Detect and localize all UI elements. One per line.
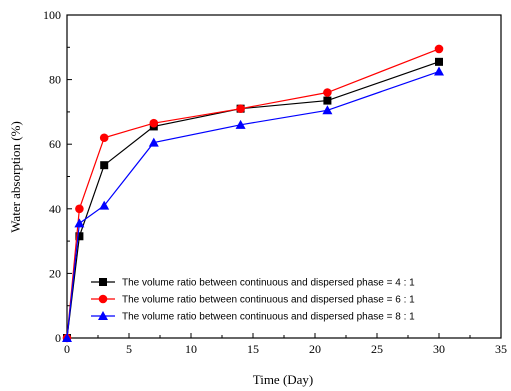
legend-label: The volume ratio between continuous and … [122,278,415,289]
x-tick-label: 35 [495,342,507,356]
data-point [149,118,159,128]
data-point [75,204,84,214]
legend-label: The volume ratio between continuous and … [122,312,415,323]
y-tick-label: 60 [49,137,61,151]
data-point [434,66,444,76]
x-tick-label: 25 [371,342,383,356]
data-point [148,137,159,147]
data-point [323,88,332,97]
y-tick-label: 0 [55,331,61,345]
legend-marker [99,278,107,286]
y-tick-label: 20 [49,266,61,280]
data-point [100,161,109,170]
legend: The volume ratio between continuous and … [86,268,490,329]
axes: 0 5 10 15 20 25 30 35 0 20 40 60 80 100 [43,8,507,356]
x-tick-label: 10 [185,342,197,356]
legend-item-1: The volume ratio between continuous and … [91,278,415,289]
y-tick-label: 100 [43,8,61,22]
legend-marker [98,311,108,320]
x-tick-label: 0 [64,342,70,356]
data-point [74,218,85,228]
data-point [235,119,246,129]
legend-label: The volume ratio between continuous and … [122,295,415,306]
data-point [62,333,72,342]
x-tick-label: 15 [247,342,259,356]
x-tick-label: 30 [433,342,445,356]
legend-item-2: The volume ratio between continuous and … [91,295,415,306]
x-axis-title: Time (Day) [253,372,314,387]
y-tick-label: 80 [49,73,61,87]
y-axis-title: Water absorption (%) [8,121,23,233]
legend-item-3: The volume ratio between continuous and … [91,311,415,323]
series-3 [62,66,444,342]
y-tick-label: 40 [49,202,61,216]
series-layer [62,44,444,343]
data-point [435,57,443,66]
legend-marker [98,294,108,304]
data-point [322,105,333,115]
data-point [323,96,332,105]
data-point [99,133,109,143]
data-point [236,104,245,113]
data-point [99,200,110,210]
series-2 [62,44,444,343]
legend-box [86,268,490,329]
data-point [75,232,84,241]
x-tick-label: 5 [126,342,132,356]
x-tick-label: 20 [309,342,321,356]
data-point [434,44,444,54]
